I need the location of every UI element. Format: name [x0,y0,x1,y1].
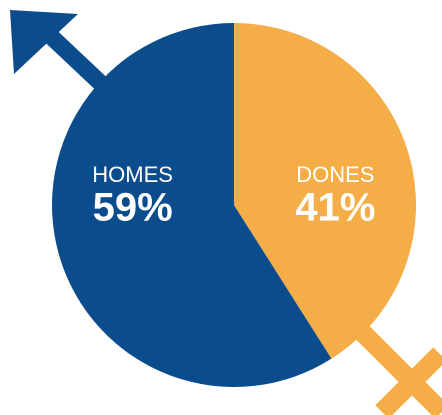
category-label: DONES [296,162,374,187]
pie-slice [234,23,417,359]
value-label: 59% [93,186,173,230]
pie [52,23,417,387]
category-label: HOMES [92,162,173,187]
pie-slice [52,23,332,387]
male-symbol [10,10,116,99]
male-arrow-head [10,10,78,74]
female-crossbar [375,347,442,415]
female-stem [353,323,442,415]
value-label: 41% [295,186,375,230]
female-symbol [353,323,442,415]
